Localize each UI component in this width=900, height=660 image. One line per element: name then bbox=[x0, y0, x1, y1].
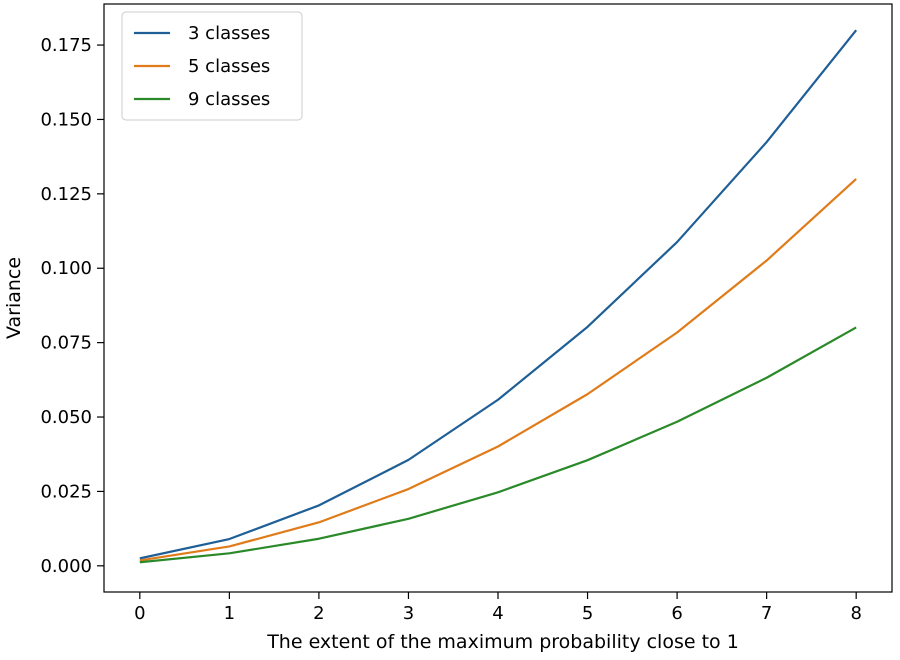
x-tick-label: 1 bbox=[224, 603, 235, 624]
legend-label-3: 9 classes bbox=[188, 89, 270, 110]
x-tick-label: 4 bbox=[492, 603, 503, 624]
y-tick-label: 0.025 bbox=[40, 481, 92, 502]
legend-box bbox=[121, 11, 303, 121]
y-tick-label: 0.000 bbox=[40, 556, 92, 577]
x-tick-label: 5 bbox=[582, 603, 593, 624]
series-line-3 bbox=[139, 326, 857, 564]
x-tick-label: 0 bbox=[134, 603, 145, 624]
y-tick-label: 0.175 bbox=[40, 35, 92, 56]
x-axis-label: The extent of the maximum probability cl… bbox=[266, 631, 739, 653]
series-lines bbox=[139, 29, 858, 564]
x-tick-label: 7 bbox=[761, 603, 772, 624]
y-axis-ticks: 0.000 0.025 0.050 0.075 0.100 0.125 0.150 0.175 bbox=[40, 35, 104, 577]
y-axis-label: Variance bbox=[3, 257, 25, 339]
series-line-2 bbox=[139, 178, 857, 562]
x-axis-ticks: 0 1 2 3 4 5 6 7 8 bbox=[134, 592, 862, 624]
x-tick-label: 8 bbox=[850, 603, 861, 624]
legend-label-1: 3 classes bbox=[188, 23, 270, 44]
y-tick-label: 0.050 bbox=[40, 407, 92, 428]
y-tick-label: 0.100 bbox=[40, 258, 92, 279]
y-tick-label: 0.075 bbox=[40, 333, 92, 354]
y-tick-label: 0.150 bbox=[40, 109, 92, 130]
x-tick-label: 6 bbox=[671, 603, 682, 624]
y-tick-label: 0.125 bbox=[40, 184, 92, 205]
x-tick-label: 3 bbox=[403, 603, 414, 624]
x-tick-label: 2 bbox=[313, 603, 324, 624]
series-line-1 bbox=[139, 29, 858, 560]
legend-label-2: 5 classes bbox=[188, 56, 270, 77]
legend: 3 classes 5 classes 9 classes bbox=[121, 11, 303, 121]
